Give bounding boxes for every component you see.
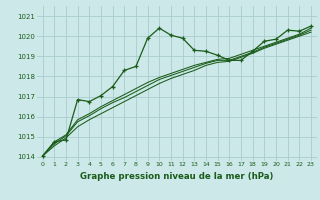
X-axis label: Graphe pression niveau de la mer (hPa): Graphe pression niveau de la mer (hPa) [80, 172, 274, 181]
